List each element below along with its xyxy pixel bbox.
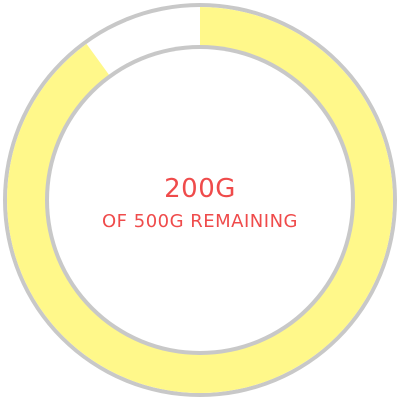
ring-inner-face <box>49 49 351 351</box>
